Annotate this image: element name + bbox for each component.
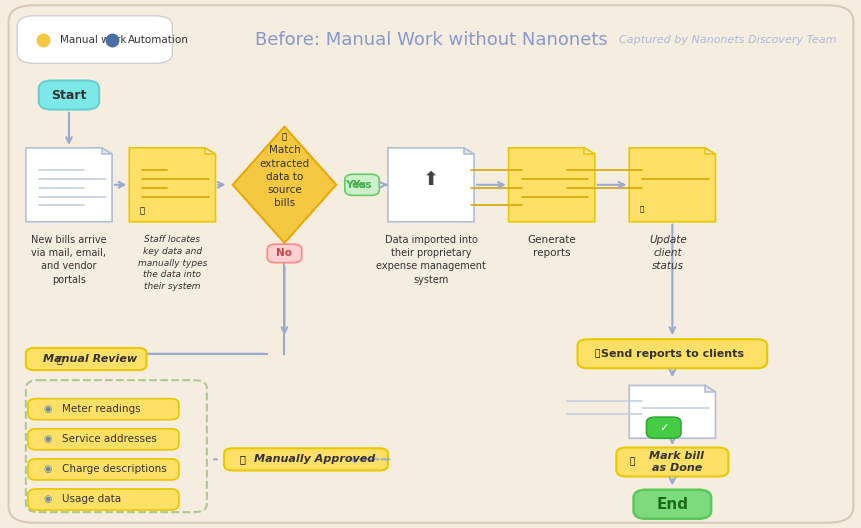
- Text: End: End: [655, 497, 688, 512]
- Text: Manual Review: Manual Review: [43, 354, 138, 364]
- Polygon shape: [102, 148, 112, 154]
- Text: 🧑: 🧑: [239, 455, 245, 464]
- Polygon shape: [232, 127, 336, 243]
- Text: Manually Approved: Manually Approved: [254, 455, 375, 464]
- Text: ⬆: ⬆: [423, 170, 438, 189]
- Polygon shape: [629, 385, 715, 438]
- Text: Send reports to clients: Send reports to clients: [600, 349, 743, 359]
- Polygon shape: [129, 148, 215, 222]
- Text: ◉: ◉: [43, 435, 52, 444]
- Polygon shape: [629, 148, 715, 222]
- Text: Manual work: Manual work: [60, 35, 127, 44]
- Text: 🧑: 🧑: [56, 354, 62, 364]
- Text: Before: Manual Work without Nanonets: Before: Manual Work without Nanonets: [254, 31, 607, 49]
- Text: 🧑: 🧑: [282, 133, 287, 142]
- Text: ◉: ◉: [43, 404, 52, 414]
- Text: New bills arrive
via mail, email,
and vendor
portals: New bills arrive via mail, email, and ve…: [31, 235, 107, 285]
- FancyBboxPatch shape: [17, 16, 172, 63]
- Text: No: No: [276, 249, 292, 258]
- Text: 🟣: 🟣: [640, 205, 643, 212]
- FancyBboxPatch shape: [26, 348, 146, 370]
- FancyBboxPatch shape: [267, 244, 301, 262]
- Polygon shape: [387, 148, 474, 222]
- Text: Staff locates
key data and
manually types
the data into
their system: Staff locates key data and manually type…: [138, 235, 207, 291]
- Text: Service addresses: Service addresses: [62, 435, 157, 444]
- FancyBboxPatch shape: [616, 448, 728, 477]
- FancyBboxPatch shape: [39, 80, 99, 110]
- Text: ◉: ◉: [43, 495, 52, 504]
- Polygon shape: [205, 148, 215, 154]
- Text: Start: Start: [51, 89, 87, 101]
- Polygon shape: [704, 385, 715, 392]
- FancyBboxPatch shape: [28, 399, 178, 420]
- FancyBboxPatch shape: [28, 489, 178, 510]
- Polygon shape: [584, 148, 594, 154]
- Text: Yes: Yes: [352, 180, 371, 190]
- Text: Meter readings: Meter readings: [62, 404, 140, 414]
- FancyBboxPatch shape: [577, 340, 766, 369]
- Text: Update
client
status: Update client status: [648, 235, 686, 271]
- FancyBboxPatch shape: [28, 459, 178, 480]
- Polygon shape: [26, 148, 112, 222]
- Text: ✓: ✓: [659, 423, 667, 432]
- FancyBboxPatch shape: [28, 429, 178, 450]
- Text: Generate
reports: Generate reports: [527, 235, 575, 258]
- FancyBboxPatch shape: [646, 417, 680, 438]
- Text: Yes: Yes: [344, 180, 366, 190]
- Text: Data imported into
their proprietary
expense management
system: Data imported into their proprietary exp…: [375, 235, 486, 285]
- Text: ◉: ◉: [43, 465, 52, 474]
- FancyBboxPatch shape: [344, 174, 379, 195]
- Text: Automation: Automation: [127, 35, 189, 44]
- Text: Match
extracted
data to
source
bills: Match extracted data to source bills: [259, 146, 309, 208]
- Text: Captured by Nanonets Discovery Team: Captured by Nanonets Discovery Team: [618, 35, 835, 44]
- Polygon shape: [508, 148, 594, 222]
- Polygon shape: [463, 148, 474, 154]
- Text: Usage data: Usage data: [62, 495, 121, 504]
- Text: Charge descriptions: Charge descriptions: [62, 465, 167, 474]
- FancyBboxPatch shape: [224, 448, 387, 470]
- Text: 🧑: 🧑: [629, 457, 634, 467]
- FancyBboxPatch shape: [633, 490, 710, 518]
- Text: 🧑: 🧑: [139, 206, 145, 216]
- Text: 🧑: 🧑: [594, 349, 599, 359]
- Text: Mark bill
as Done: Mark bill as Done: [648, 451, 703, 473]
- Polygon shape: [704, 148, 715, 154]
